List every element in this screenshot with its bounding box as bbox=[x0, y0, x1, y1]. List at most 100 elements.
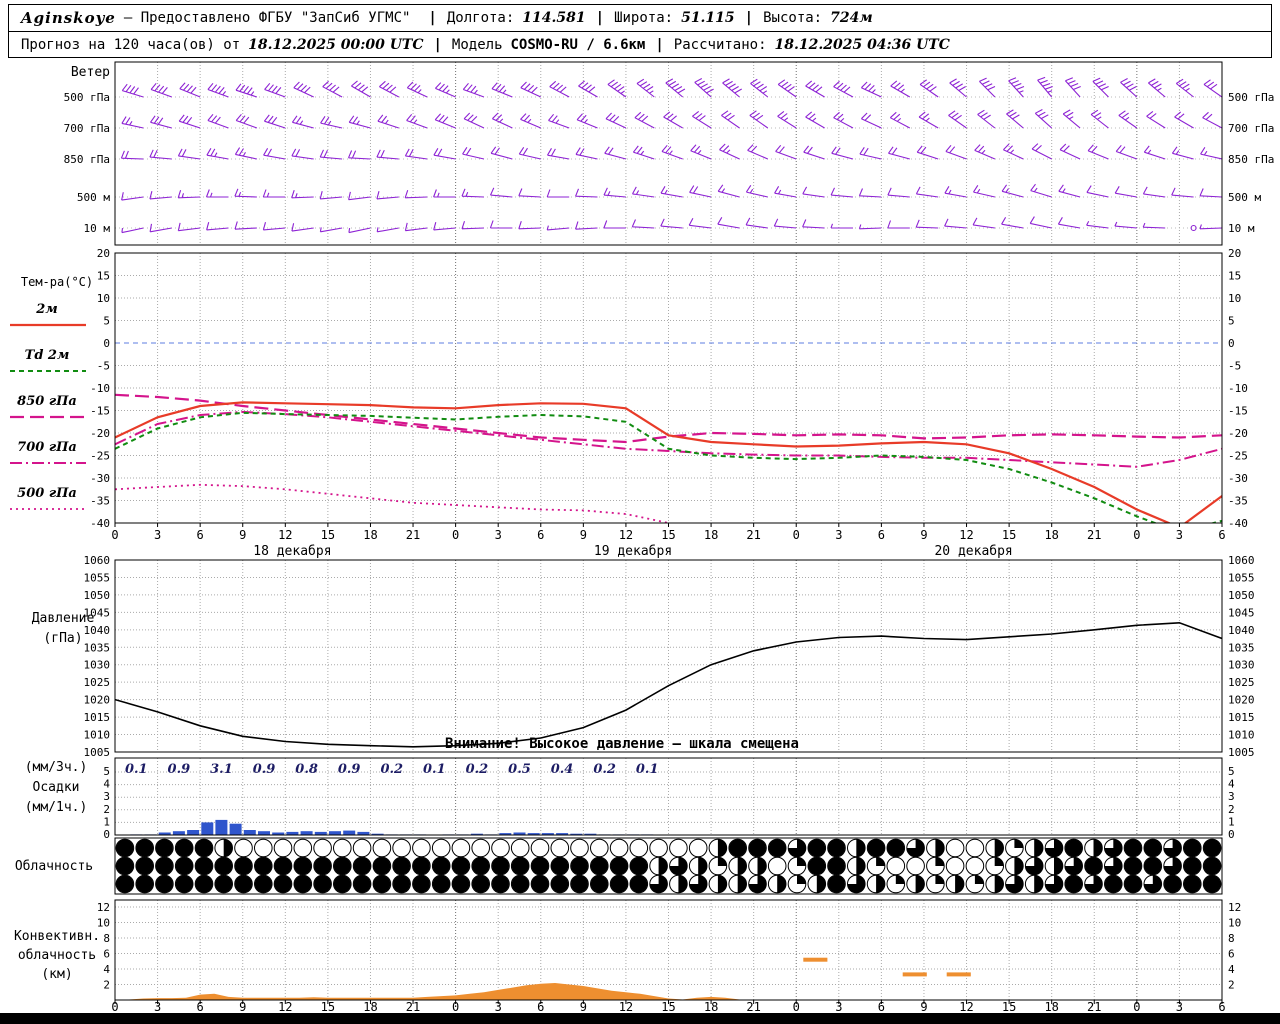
wind-barb bbox=[1142, 186, 1166, 198]
temp-tick-left: 15 bbox=[97, 270, 110, 283]
cloud-cover-symbol bbox=[313, 838, 332, 858]
wind-barb bbox=[949, 78, 967, 98]
wind-barb bbox=[774, 186, 797, 198]
temp-tick-left: -15 bbox=[90, 405, 110, 418]
pressure-title-unit: (гПа) bbox=[43, 631, 82, 646]
temp-legend-title: Тем-ра(°C) bbox=[21, 275, 93, 289]
precip-bar bbox=[286, 831, 299, 835]
cloud-cover-symbol bbox=[965, 838, 985, 858]
wind-barb bbox=[1086, 185, 1109, 198]
pressure-tick-left: 1005 bbox=[84, 746, 111, 759]
precip-bar bbox=[513, 832, 526, 835]
pressure-tick-right: 1030 bbox=[1228, 659, 1255, 672]
cloud-cover-symbol bbox=[451, 874, 471, 894]
separator: | bbox=[655, 36, 664, 53]
wind-barb bbox=[604, 146, 627, 160]
cloud-cover-symbol bbox=[1084, 838, 1103, 858]
wind-level-label-left: 10 м bbox=[84, 222, 111, 235]
hour-label: 6 bbox=[197, 528, 204, 542]
temp-tick-left: -5 bbox=[97, 360, 110, 373]
wind-barb bbox=[319, 227, 343, 233]
temp-tick-right: 5 bbox=[1228, 315, 1235, 328]
wind-barb bbox=[977, 109, 996, 129]
cloud-cover-symbol bbox=[1104, 856, 1123, 876]
wind-barb bbox=[205, 189, 229, 198]
precip-bar bbox=[201, 822, 214, 835]
wind-barb bbox=[1171, 146, 1194, 160]
wind-barb bbox=[263, 148, 286, 160]
cloud-cover-symbol bbox=[827, 874, 846, 894]
station-name: Aginskoye bbox=[21, 9, 116, 27]
cloud-cover-symbol bbox=[945, 838, 965, 858]
wind-barb bbox=[207, 113, 229, 129]
cloud-cover-symbol bbox=[807, 838, 827, 858]
wind-level-label-right: 500 м bbox=[1228, 191, 1261, 204]
wind-barb bbox=[348, 191, 371, 201]
wind-barb bbox=[262, 222, 286, 231]
cloud-cover-symbol bbox=[115, 856, 135, 876]
cloud-cover-symbol bbox=[352, 838, 372, 858]
hour-label-bottom: 6 bbox=[537, 1000, 544, 1014]
hour-label-bottom: 15 bbox=[1002, 1000, 1016, 1014]
hour-label: 3 bbox=[1176, 528, 1183, 542]
pressure-title: Давление bbox=[32, 611, 95, 626]
wind-barb bbox=[518, 147, 541, 160]
cloud-cover-symbol bbox=[748, 838, 767, 858]
precip-bar bbox=[343, 830, 356, 835]
wind-barb bbox=[888, 146, 910, 160]
date-label: 20 декабря bbox=[934, 544, 1012, 559]
hour-label-bottom: 12 bbox=[619, 1000, 633, 1014]
wind-barb bbox=[575, 188, 598, 198]
wind-barb bbox=[1057, 217, 1081, 229]
cloud-cover-symbol bbox=[629, 874, 649, 894]
wind-barb bbox=[235, 83, 258, 98]
wind-barb bbox=[376, 227, 399, 233]
cloud-cover-symbol bbox=[590, 856, 609, 876]
cloud-cover-symbol bbox=[273, 838, 293, 858]
wind-barb bbox=[915, 219, 939, 229]
wind-barb bbox=[750, 78, 769, 98]
wind-barb bbox=[1008, 77, 1025, 98]
cloud-cover-symbol bbox=[748, 874, 767, 894]
cloud-cover-symbol bbox=[491, 838, 510, 858]
cloud-cover-symbol bbox=[491, 874, 510, 894]
wind-barb bbox=[747, 144, 769, 160]
cloud-cover-symbol bbox=[253, 874, 273, 894]
cloud-cover-symbol bbox=[135, 838, 154, 858]
pressure-tick-right: 1005 bbox=[1228, 746, 1255, 759]
precip-3h-label: 0.1 bbox=[125, 762, 148, 777]
conv-panel-frame bbox=[114, 899, 1223, 1001]
pressure-tick-left: 1055 bbox=[84, 571, 111, 584]
conv-tick-right: 10 bbox=[1228, 917, 1241, 930]
wind-barb bbox=[634, 111, 655, 129]
wind-barbs-row bbox=[115, 183, 1222, 201]
wind-level-label-right: 500 гПа bbox=[1228, 91, 1274, 104]
hour-label-bottom: 3 bbox=[835, 1000, 842, 1014]
cloud-cover-symbol bbox=[412, 874, 431, 894]
wind-barb bbox=[376, 191, 399, 200]
pressure-line bbox=[115, 621, 1222, 748]
wind-barb bbox=[749, 110, 769, 129]
wind-barb bbox=[491, 82, 513, 98]
temp-tick-right: -5 bbox=[1228, 360, 1241, 373]
cloud-cover-symbol bbox=[669, 874, 688, 894]
pressure-tick-left: 1045 bbox=[84, 606, 111, 619]
conv-tick-left: 2 bbox=[103, 979, 110, 992]
pressure-tick-right: 1010 bbox=[1228, 729, 1255, 742]
cloud-cover-symbol bbox=[827, 856, 846, 876]
hour-label: 12 bbox=[278, 528, 292, 542]
hour-label: 21 bbox=[1087, 528, 1101, 542]
cloud-cover-symbol bbox=[748, 856, 767, 876]
cloud-cover-symbol bbox=[392, 874, 411, 894]
temp-legend-label: 500 гПа bbox=[17, 486, 77, 501]
cloud-cover-symbol bbox=[550, 874, 570, 894]
wind-barb bbox=[773, 218, 797, 229]
cloud-cover-symbol bbox=[1143, 856, 1163, 876]
cloud-cover-symbol bbox=[510, 874, 530, 894]
wind-barb bbox=[434, 82, 456, 98]
precip-tick-left: 1 bbox=[103, 815, 110, 828]
wind-barb bbox=[665, 78, 686, 98]
temp-tick-right: -20 bbox=[1228, 427, 1248, 440]
t2m-line bbox=[115, 401, 1222, 523]
longitude-value: 114.581 bbox=[522, 10, 586, 26]
